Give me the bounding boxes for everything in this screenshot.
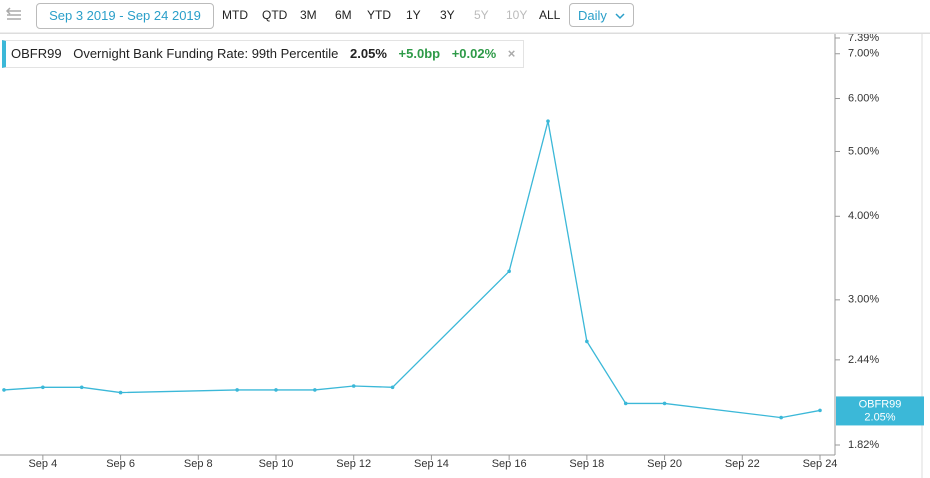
x-tick-label: Sep 16 — [492, 458, 527, 470]
range-button[interactable]: ALL — [539, 8, 561, 22]
data-point — [79, 385, 84, 390]
legend-change-bp: +5.0bp — [398, 46, 441, 61]
range-button[interactable]: YTD — [367, 8, 391, 22]
data-point — [351, 384, 356, 388]
interval-dropdown[interactable]: Daily — [569, 3, 634, 27]
range-button[interactable]: 6M — [335, 8, 352, 22]
y-tick-label: 5.00% — [848, 145, 879, 157]
x-tick-label: Sep 4 — [28, 458, 57, 470]
data-point — [274, 388, 278, 392]
y-tick-label: 6.00% — [848, 92, 879, 104]
data-point — [779, 415, 783, 420]
legend-symbol: OBFR99 — [11, 46, 62, 61]
x-tick-label: Sep 6 — [106, 458, 135, 470]
data-point — [313, 388, 317, 392]
data-point — [585, 339, 589, 344]
legend-change-pct: +0.02% — [451, 46, 497, 61]
data-point — [2, 388, 6, 392]
range-button[interactable]: MTD — [222, 8, 248, 22]
x-tick-label: Sep 12 — [336, 458, 371, 470]
range-button: 5Y — [474, 8, 489, 22]
range-button: 10Y — [506, 8, 528, 22]
legend-description: Overnight Bank Funding Rate: 99th Percen… — [73, 46, 339, 61]
data-point — [41, 385, 45, 390]
series-line — [3, 121, 821, 419]
x-tick-label: Sep 18 — [569, 458, 604, 470]
x-tick-label: Sep 22 — [725, 458, 760, 470]
x-tick-label: Sep 14 — [414, 458, 449, 470]
y-tick-label: 1.82% — [848, 439, 879, 451]
y-tick-label: 7.39% — [848, 32, 879, 44]
data-point — [235, 388, 239, 392]
x-tick-label: Sep 8 — [184, 458, 213, 470]
legend: OBFR99 Overnight Bank Funding Rate: 99th… — [2, 40, 525, 68]
last-value-name: OBFR99 — [859, 398, 902, 410]
data-point — [390, 385, 395, 390]
y-tick-label: 4.00% — [848, 210, 879, 222]
back-icon[interactable] — [4, 5, 24, 25]
interval-label: Daily — [578, 8, 607, 23]
x-tick-label: Sep 20 — [647, 458, 682, 470]
y-tick-label: 3.00% — [848, 294, 879, 306]
data-point — [662, 401, 667, 406]
data-point — [546, 119, 550, 123]
data-point — [507, 269, 511, 274]
range-button[interactable]: QTD — [262, 8, 288, 22]
data-point — [623, 401, 628, 406]
y-tick-label: 2.44% — [848, 354, 879, 366]
x-tick-label: Sep 10 — [259, 458, 294, 470]
last-value-label: 2.05% — [864, 411, 895, 423]
range-button[interactable]: 1Y — [406, 8, 421, 22]
range-button[interactable]: 3M — [300, 8, 317, 22]
data-point — [818, 408, 822, 413]
date-range-button[interactable]: Sep 3 2019 - Sep 24 2019 — [36, 3, 214, 29]
last-value-flag — [836, 396, 924, 426]
legend-last: 2.05% — [350, 46, 387, 61]
toolbar: Sep 3 2019 - Sep 24 2019 Daily MTD QTD 3M 6… — [0, 0, 930, 34]
data-point — [118, 390, 123, 395]
x-tick-label: Sep 24 — [803, 458, 838, 470]
y-tick-label: 7.00% — [848, 48, 879, 60]
dropdown-arrow — [615, 13, 625, 20]
range-button[interactable]: 3Y — [440, 8, 455, 22]
legend-close[interactable]: × — [507, 46, 516, 61]
